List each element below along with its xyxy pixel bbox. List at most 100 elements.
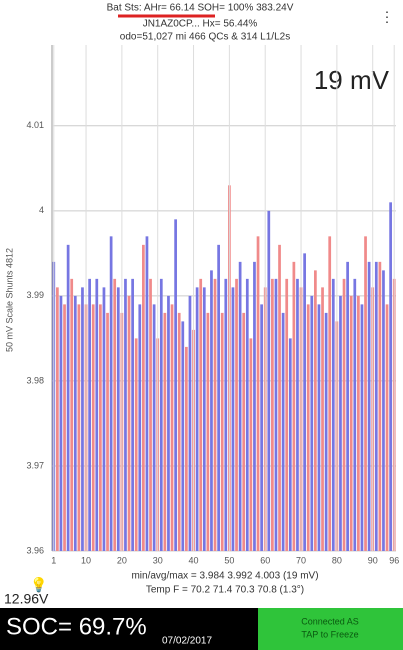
bar	[217, 244, 220, 551]
x-tick-label: 10	[81, 555, 91, 565]
bar	[95, 278, 99, 551]
bar	[317, 304, 321, 551]
bar	[149, 278, 152, 551]
bar	[324, 312, 328, 551]
menu-icon[interactable]: ⋮	[380, 9, 394, 25]
bar	[167, 295, 170, 551]
bar	[113, 278, 117, 551]
y-tick-label: 3.97	[26, 460, 44, 470]
bulb-icon[interactable]: 💡	[30, 577, 47, 594]
bar	[116, 287, 120, 551]
bar	[70, 278, 74, 551]
bar	[91, 304, 95, 551]
stats-line: min/avg/max = 3.984 3.992 4.003 (19 mV)	[131, 571, 318, 582]
bar	[364, 236, 367, 551]
bar	[296, 278, 299, 551]
bar	[210, 270, 213, 551]
bar	[199, 278, 203, 551]
bar	[314, 270, 317, 551]
x-tick-label: 80	[332, 555, 342, 565]
bar	[331, 278, 335, 551]
y-tick-label: 3.96	[26, 545, 44, 555]
x-tick-label: 60	[260, 555, 270, 565]
bar	[367, 261, 371, 551]
bar	[278, 244, 281, 551]
status-line: Bat Sts: AHr= 66.14 SOH= 100% 383.24V	[107, 3, 294, 14]
freeze-hint[interactable]: TAP to Freeze	[301, 629, 358, 639]
y-tick-label: 3.98	[26, 375, 44, 385]
bar	[81, 287, 84, 551]
bar	[224, 278, 228, 551]
bar	[249, 338, 253, 551]
bar	[138, 304, 142, 551]
bar	[145, 236, 149, 551]
bar	[242, 312, 246, 551]
bar	[152, 304, 156, 551]
bar	[382, 270, 385, 551]
x-tick-label: 90	[368, 555, 378, 565]
bar	[106, 312, 109, 551]
bar	[378, 261, 382, 551]
bar	[339, 295, 342, 551]
x-tick-label: 20	[117, 555, 127, 565]
x-tick-label: 1	[51, 555, 56, 565]
bar	[253, 261, 256, 551]
odo-line: odo=51,027 mi 466 QCs & 314 L1/L2s	[120, 32, 290, 43]
bar	[285, 278, 289, 551]
soc: SOC= 69.7%	[6, 613, 147, 640]
date: 07/02/2017	[162, 636, 212, 647]
y-tick-label: 3.99	[26, 290, 44, 300]
x-tick-label: 40	[189, 555, 199, 565]
bar	[238, 261, 242, 551]
bar	[245, 278, 249, 551]
bar	[73, 295, 77, 551]
bar	[288, 338, 292, 551]
bar	[195, 287, 199, 551]
bar	[281, 312, 285, 551]
bar	[220, 312, 224, 551]
y-axis-label: 50 mV Scale Shunts 4812	[4, 248, 14, 352]
bar	[206, 312, 210, 551]
bar	[99, 304, 102, 551]
bar	[231, 287, 235, 551]
bar	[109, 236, 113, 551]
bar	[342, 278, 346, 551]
bar	[188, 295, 192, 551]
x-tick-label: 50	[224, 555, 234, 565]
bar	[260, 304, 263, 551]
bar	[353, 278, 357, 551]
connection-button[interactable]	[258, 608, 403, 650]
bar	[181, 321, 185, 551]
bar	[127, 295, 131, 551]
bar	[56, 287, 59, 551]
bar	[142, 244, 145, 551]
bar	[102, 287, 106, 551]
bar	[177, 312, 181, 551]
bar	[389, 202, 392, 551]
bar	[170, 304, 174, 551]
bar	[306, 304, 310, 551]
bar	[349, 295, 353, 551]
bar	[267, 210, 271, 551]
bar	[357, 295, 360, 551]
bar	[174, 219, 177, 552]
spread-annotation: 19 mV	[314, 65, 390, 95]
bar	[131, 278, 134, 551]
bar	[66, 244, 70, 551]
bar	[124, 278, 127, 551]
bar	[374, 261, 378, 551]
x-tick-label: 70	[296, 555, 306, 565]
bar	[235, 278, 238, 551]
bar	[77, 304, 81, 551]
x-tick-label: 30	[153, 555, 163, 565]
bar	[63, 304, 66, 551]
bar	[163, 312, 167, 551]
bar	[346, 261, 349, 551]
bar	[310, 295, 314, 551]
bar	[213, 278, 217, 551]
y-tick-label: 4	[39, 205, 44, 215]
connection-status[interactable]: Connected AS	[301, 616, 359, 626]
bar	[328, 236, 332, 551]
bar	[360, 304, 364, 551]
